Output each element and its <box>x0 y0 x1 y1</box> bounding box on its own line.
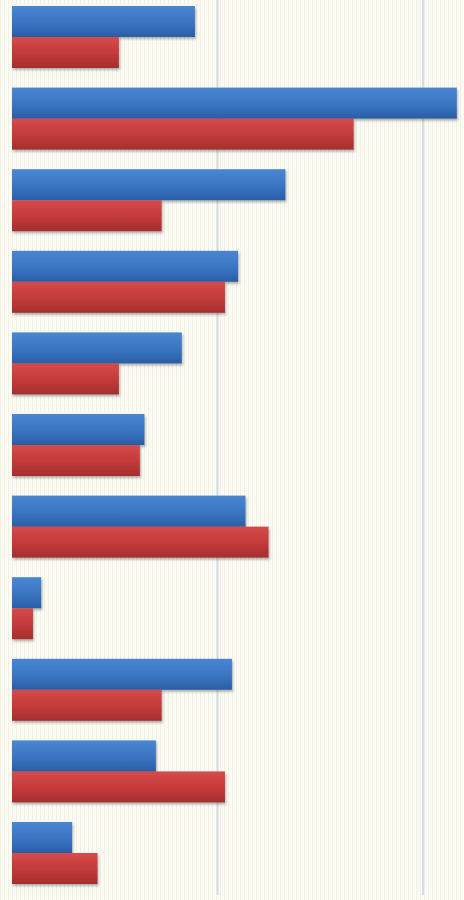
bar-series-2-row-3 <box>12 200 162 232</box>
bar-series-1-row-9 <box>12 658 232 690</box>
bar-series-2-row-1 <box>12 37 119 68</box>
bar-series-1-row-6 <box>12 414 145 445</box>
bar-series-1-row-3 <box>12 169 286 201</box>
bar-series-2-row-11 <box>12 853 98 884</box>
bar-series-2-row-7 <box>12 526 269 558</box>
bar-series-2-row-5 <box>12 363 119 395</box>
bar-series-2-row-8 <box>12 608 33 640</box>
bar-series-1-row-11 <box>12 822 73 853</box>
bar-series-1-row-4 <box>12 250 239 282</box>
bar-series-2-row-6 <box>12 445 140 476</box>
bars-group <box>12 6 457 884</box>
bar-series-2-row-4 <box>12 281 225 313</box>
bar-series-1-row-1 <box>12 6 195 37</box>
bar-series-1-row-8 <box>12 577 42 609</box>
bar-series-2-row-2 <box>12 118 354 150</box>
bar-series-1-row-2 <box>12 87 457 119</box>
bar-series-1-row-7 <box>12 495 246 527</box>
bar-series-2-row-10 <box>12 771 225 803</box>
bar-series-1-row-10 <box>12 740 156 772</box>
bar-series-2-row-9 <box>12 689 162 721</box>
bar-series-1-row-5 <box>12 332 182 364</box>
